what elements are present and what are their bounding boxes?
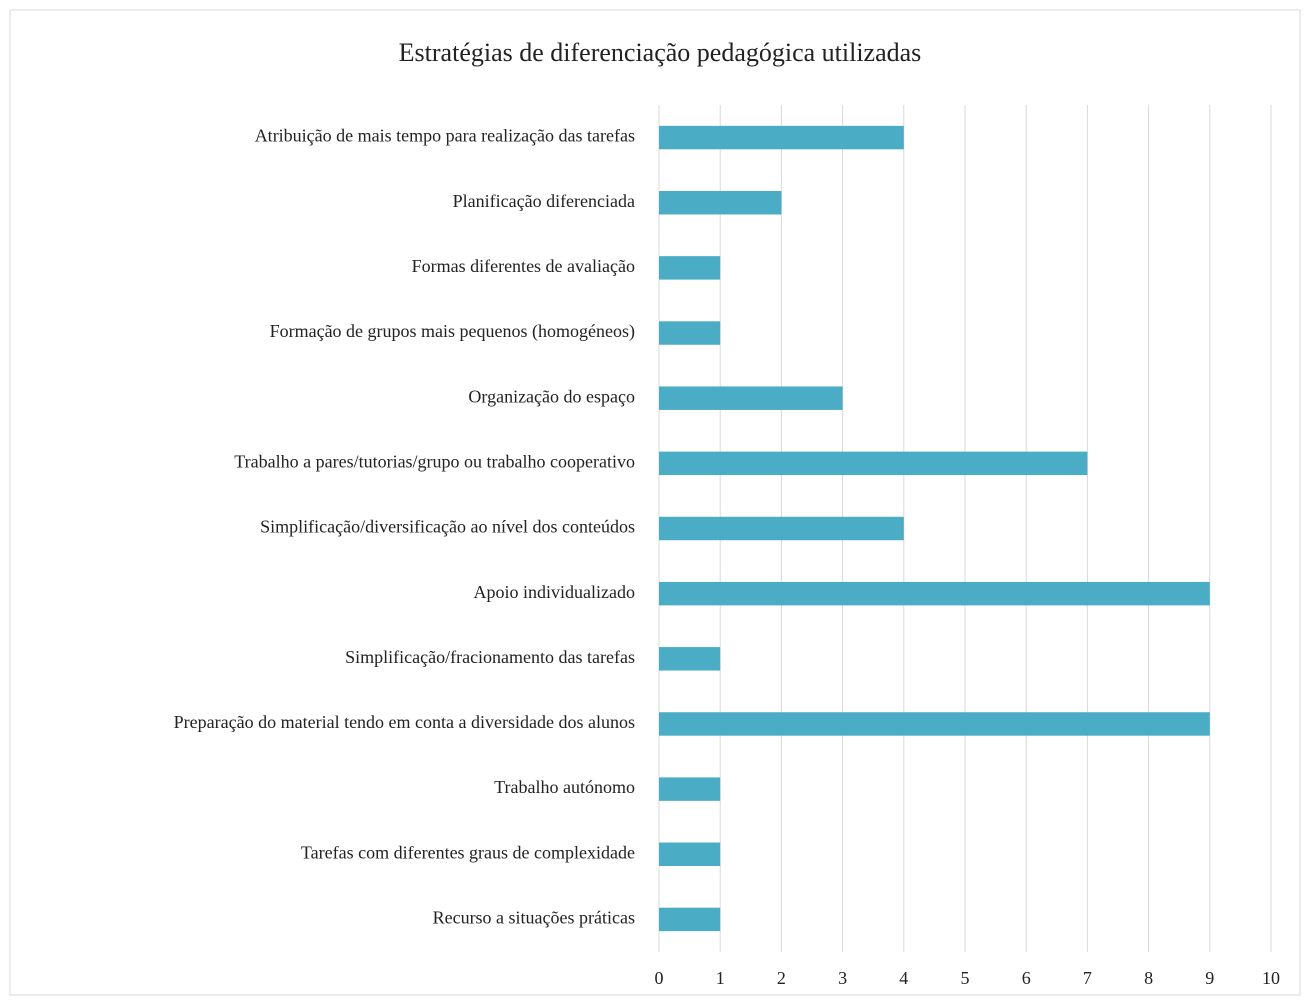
x-tick-label: 9 <box>1205 968 1214 988</box>
x-tick-label: 1 <box>716 968 725 988</box>
y-tick-label: Planificação diferenciada <box>453 191 635 211</box>
y-tick-label: Trabalho autónomo <box>494 777 635 797</box>
y-tick-label: Formação de grupos mais pequenos (homogé… <box>270 321 635 342</box>
bar <box>659 191 782 215</box>
bar <box>659 777 721 801</box>
bar <box>659 581 1210 606</box>
bar <box>659 842 721 866</box>
bar <box>659 647 721 671</box>
y-tick-label: Simplificação/fracionamento das tarefas <box>345 647 635 667</box>
y-tick-label: Recurso a situações práticas <box>433 908 635 928</box>
y-tick-label: Atribuição de mais tempo para realização… <box>255 126 635 146</box>
y-tick-label: Apoio individualizado <box>474 582 635 602</box>
bar <box>659 516 904 541</box>
bar <box>659 451 1088 476</box>
bar <box>659 386 843 410</box>
bar <box>659 125 904 150</box>
bar <box>659 321 721 345</box>
x-tick-label: 10 <box>1262 968 1280 988</box>
chart-border <box>9 9 1301 996</box>
x-tick-label: 4 <box>899 968 908 988</box>
x-tick-label: 0 <box>655 968 664 988</box>
y-tick-label: Simplificação/diversificação ao nível do… <box>260 517 635 537</box>
x-tick-label: 7 <box>1083 968 1092 988</box>
y-tick-label: Tarefas com diferentes graus de complexi… <box>301 842 635 862</box>
x-tick-label: 6 <box>1022 968 1031 988</box>
y-tick-label: Formas diferentes de avaliação <box>412 256 635 276</box>
bar <box>659 907 721 932</box>
x-tick-label: 2 <box>777 968 786 988</box>
x-tick-label: 5 <box>961 968 970 988</box>
y-tick-label: Trabalho a pares/tutorias/grupo ou traba… <box>234 451 635 471</box>
y-tick-label: Preparação do material tendo em conta a … <box>174 712 635 732</box>
bar <box>659 256 721 280</box>
x-tick-label: 3 <box>838 968 847 988</box>
chart-title: Estratégias de diferenciação pedagógica … <box>399 38 922 67</box>
bar <box>659 712 1210 736</box>
x-tick-label: 8 <box>1144 968 1153 988</box>
y-tick-label: Organização do espaço <box>468 386 635 406</box>
